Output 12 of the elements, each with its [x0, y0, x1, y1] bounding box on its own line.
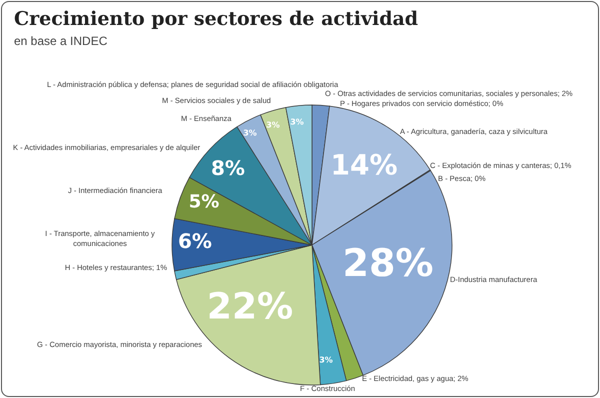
data-label: 28%	[342, 241, 434, 285]
data-label: 14%	[330, 148, 398, 182]
chart-title: Crecimiento por sectores de actividad	[14, 8, 418, 30]
data-label: 3%	[243, 128, 257, 138]
data-label: 22%	[206, 286, 294, 328]
chart-subtitle: en base a INDEC	[14, 34, 108, 48]
data-label: 3%	[319, 356, 333, 364]
data-label: 8%	[211, 156, 245, 180]
data-label: 5%	[188, 192, 220, 212]
data-label: 3%	[290, 118, 304, 126]
data-label: 6%	[178, 229, 212, 253]
data-label: 3%	[266, 120, 280, 130]
